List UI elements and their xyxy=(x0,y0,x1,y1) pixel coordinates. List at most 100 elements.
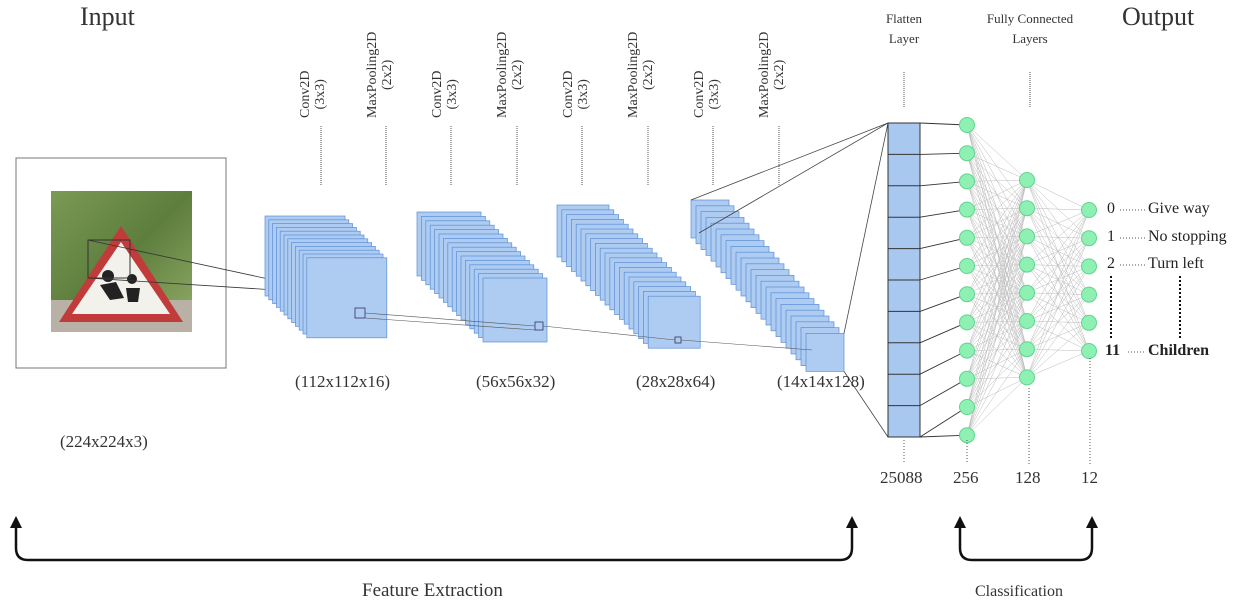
output-index-1: 1 xyxy=(1107,228,1115,245)
fc1-neuron xyxy=(959,427,975,444)
dense-edge xyxy=(1026,209,1090,350)
output-index-0: 0 xyxy=(1107,200,1115,217)
feature-map-stacks xyxy=(264,122,889,438)
fc1-neuron xyxy=(959,145,975,162)
output-ellipsis-lines xyxy=(1110,276,1181,340)
flatten-to-dense-line xyxy=(919,293,968,312)
dense-neurons xyxy=(959,117,1097,444)
projection-line xyxy=(364,312,536,327)
feature-map-slice xyxy=(647,295,701,349)
fc2-neuron xyxy=(1019,313,1035,329)
feature-extraction-label: Feature Extraction xyxy=(362,580,503,601)
fc1-size: 256 xyxy=(953,468,979,487)
dense-edge xyxy=(966,179,1028,379)
output-label-2: Turn left xyxy=(1148,255,1204,272)
projection-line xyxy=(364,317,536,331)
dense-edge xyxy=(1026,266,1090,378)
output-neuron xyxy=(1081,202,1097,218)
feature-map-stack-3 xyxy=(556,204,701,349)
output-label-11: Children xyxy=(1148,342,1210,359)
dense-edge xyxy=(966,179,1028,351)
feature-map-stack-2 xyxy=(416,211,548,343)
feature-map-stack-1 xyxy=(264,215,388,339)
output-neuron xyxy=(1081,343,1097,359)
flatten-to-dense-line xyxy=(919,265,968,281)
dense-edge xyxy=(1026,209,1090,265)
fc1-neuron xyxy=(959,342,975,359)
flatten-title-line1: Flatten xyxy=(885,11,923,26)
dense-edge xyxy=(966,377,1028,436)
classification-bracket xyxy=(958,524,1094,562)
flatten-projection-line xyxy=(698,122,889,234)
feature-map-stack-4 xyxy=(690,199,845,372)
dense-edge xyxy=(966,349,1028,436)
classification-arrow-left xyxy=(954,516,966,528)
dense-edge xyxy=(1026,207,1090,211)
output-index-11: 11 xyxy=(1105,342,1121,359)
dense-edge xyxy=(1026,209,1090,378)
flatten-layer xyxy=(887,122,921,438)
fc1-neuron xyxy=(959,314,975,331)
dense-edge xyxy=(966,292,1028,436)
output-connector-lines xyxy=(1120,209,1146,353)
dense-edge xyxy=(1026,294,1090,378)
dense-edge xyxy=(966,124,1028,181)
output-neuron xyxy=(1081,230,1097,247)
flatten-to-dense-line xyxy=(919,321,968,344)
dense-edge xyxy=(966,179,1028,295)
feature-extraction-arrow-left xyxy=(10,516,22,528)
feature-map-slice xyxy=(482,277,548,343)
dense-connections xyxy=(919,122,1090,438)
dense-edge xyxy=(1026,179,1090,211)
feature-map-dims-1: (112x112x16) xyxy=(295,372,391,391)
fc-title-line2: Layers xyxy=(1012,31,1048,46)
fc1-neuron xyxy=(959,399,975,415)
dense-edge xyxy=(966,152,1028,181)
dense-edge xyxy=(1026,209,1090,237)
output-label-1: No stopping xyxy=(1148,228,1227,245)
fc2-size: 128 xyxy=(1015,468,1041,487)
output-label-0: Give way xyxy=(1148,200,1210,217)
dense-edge xyxy=(966,179,1028,267)
fc2-neuron xyxy=(1019,369,1035,386)
fc2-neuron xyxy=(1019,228,1035,245)
input-dims: (224x224x3) xyxy=(60,432,148,451)
dense-edge xyxy=(1026,209,1090,322)
fc-title-line1: Fully Connected xyxy=(986,11,1074,26)
output-neuron xyxy=(1081,286,1097,303)
dense-edge xyxy=(966,320,1028,436)
output-neuron xyxy=(1081,314,1097,331)
dense-edge xyxy=(966,179,1028,182)
dense-edge xyxy=(966,264,1028,436)
fc2-neuron xyxy=(1019,256,1035,273)
fc1-neuron xyxy=(959,229,975,246)
fc-title: Fully Connected Layers xyxy=(970,9,1090,49)
output-index-2: 2 xyxy=(1107,255,1115,272)
layer-guide-lines xyxy=(320,72,1031,186)
flatten-title-line2: Layer xyxy=(888,31,920,46)
dense-edge xyxy=(966,179,1028,436)
fc2-neuron xyxy=(1019,284,1035,301)
dense-edge xyxy=(966,179,1028,408)
flatten-to-dense-line xyxy=(919,237,968,250)
size-guide-lines xyxy=(903,358,1091,464)
projection-line xyxy=(680,339,813,351)
fc1-neuron xyxy=(959,201,975,218)
feature-map-slice xyxy=(306,257,388,339)
fc1-neuron xyxy=(959,286,975,303)
flatten-projection-line xyxy=(690,122,889,201)
dense-edge xyxy=(966,236,1028,436)
fc1-neuron xyxy=(959,258,975,274)
projection-line xyxy=(542,325,676,341)
fc2-neuron xyxy=(1019,200,1035,217)
output-neuron xyxy=(1081,258,1097,275)
dense-edge xyxy=(966,179,1028,238)
feature-extraction-arrow-right xyxy=(846,516,858,528)
classification-label: Classification xyxy=(975,583,1063,600)
flatten-projection-line xyxy=(843,371,889,438)
flatten-size: 25088 xyxy=(880,468,923,487)
dense-edge xyxy=(1026,350,1090,378)
feature-map-dims-3: (28x28x64) xyxy=(636,372,716,391)
fc1-neuron xyxy=(959,173,975,190)
